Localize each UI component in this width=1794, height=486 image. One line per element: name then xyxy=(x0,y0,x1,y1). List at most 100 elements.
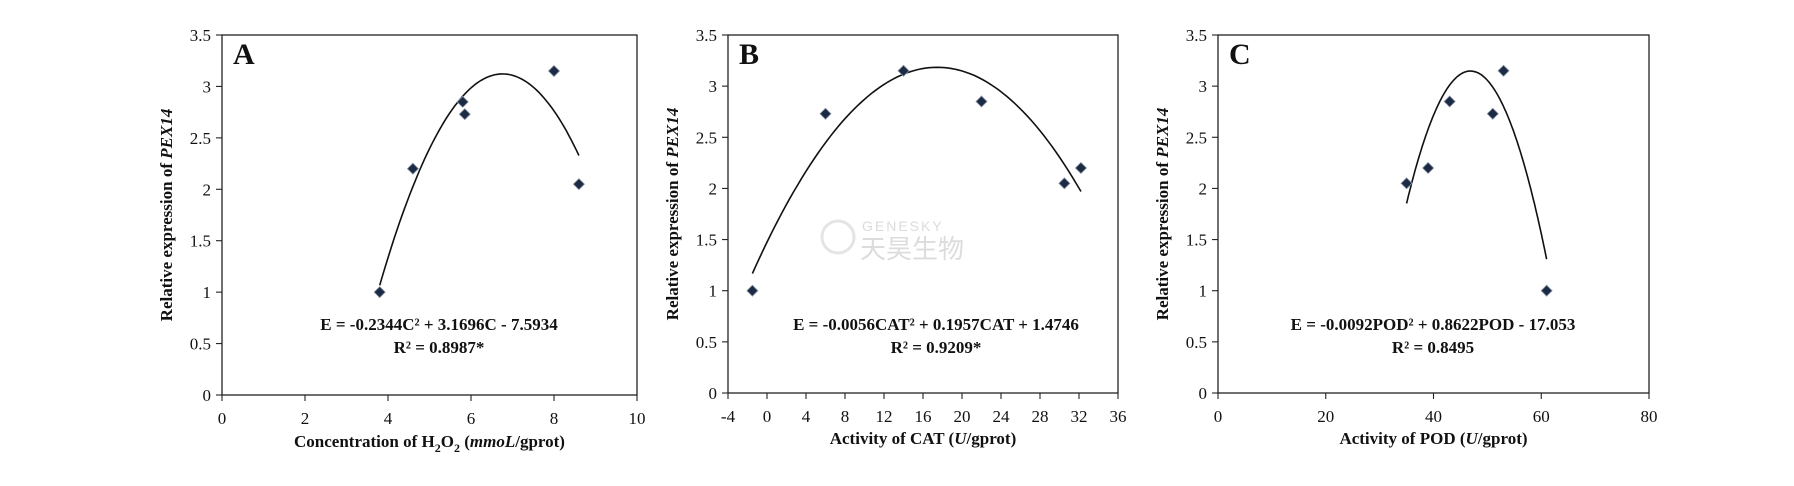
y-tick-label: 3.5 xyxy=(1186,26,1207,45)
x-tick-label: 40 xyxy=(1425,407,1442,426)
y-tick-label: 2.5 xyxy=(1186,128,1207,147)
y-tick-label: 0.5 xyxy=(696,333,717,352)
y-tick-label: 2 xyxy=(203,180,212,199)
x-axis-title-text: ( xyxy=(460,432,470,451)
data-point xyxy=(373,286,386,299)
y-tick-label: 0 xyxy=(203,386,212,405)
y-tick-label: 2.5 xyxy=(190,129,211,148)
x-tick-label: 20 xyxy=(1317,407,1334,426)
data-point xyxy=(1486,107,1499,120)
x-tick-label: 32 xyxy=(1071,407,1088,426)
x-tick-label: -4 xyxy=(721,407,736,426)
data-point xyxy=(458,108,471,121)
y-tick-label: 0 xyxy=(709,384,718,403)
y-axis-title-text: Relative expression of xyxy=(157,159,176,322)
data-point xyxy=(547,64,561,78)
data-point xyxy=(1540,284,1553,297)
data-point xyxy=(1400,177,1413,190)
data-point xyxy=(746,284,759,297)
x-axis-title-unit: U xyxy=(954,429,967,448)
x-tick-label: 2 xyxy=(301,409,310,428)
data-point xyxy=(1074,161,1088,175)
x-axis-title-text: O xyxy=(441,432,454,451)
y-tick-label: 3.5 xyxy=(190,26,211,45)
y-tick-label: 3 xyxy=(1199,77,1208,96)
data-point xyxy=(1422,161,1435,175)
x-tick-label: 0 xyxy=(763,407,772,426)
r-squared: R² = 0.9209* xyxy=(891,338,982,357)
y-tick-label: 2 xyxy=(1199,179,1208,198)
regression-equation: E = -0.2344C² + 3.1696C - 7.5934 xyxy=(320,315,558,334)
data-point xyxy=(975,95,988,108)
x-axis-title-text: /gprot) xyxy=(1477,429,1528,448)
data-point xyxy=(897,64,910,77)
panel-label: C xyxy=(1229,38,1251,71)
regression-equation: E = -0.0056CAT² + 0.1957CAT + 1.4746 xyxy=(793,315,1079,334)
y-tick-label: 1.5 xyxy=(190,232,211,251)
watermark-logo-icon xyxy=(820,219,856,255)
y-axis-title-gene: PEX14 xyxy=(663,108,682,159)
y-tick-label: 3 xyxy=(709,77,718,96)
x-tick-label: 10 xyxy=(629,409,646,428)
y-axis-title: Relative expression of PEX14 xyxy=(1153,108,1172,321)
plot-frame xyxy=(221,34,638,396)
y-axis-title-text: Relative expression of xyxy=(663,158,682,321)
r-squared: R² = 0.8987* xyxy=(394,338,485,357)
trendline xyxy=(378,73,580,286)
trendline xyxy=(1405,70,1548,260)
y-tick-label: 3 xyxy=(203,77,212,96)
r-squared: R² = 0.8495 xyxy=(1392,338,1474,357)
y-tick-label: 1.5 xyxy=(1186,231,1207,250)
y-axis-title: Relative expression of PEX14 xyxy=(663,108,682,321)
data-point xyxy=(819,107,832,120)
chart-panel-a: 0 0.5 1 1.5 2 2.5 3 3.5 0 2 4 6 8 10 Relative expressi… xyxy=(157,26,646,455)
panel-label: A xyxy=(233,38,255,71)
x-axis-title: Activity of POD (U/gprot) xyxy=(1339,429,1527,448)
x-tick-label: 0 xyxy=(218,409,227,428)
x-tick-label: 20 xyxy=(954,407,971,426)
data-point xyxy=(1443,95,1456,108)
data-point xyxy=(406,162,419,175)
x-tick-label: 60 xyxy=(1533,407,1550,426)
y-tick-label: 3.5 xyxy=(696,26,717,45)
y-tick-label: 1 xyxy=(709,282,718,301)
data-point xyxy=(456,95,469,108)
x-axis-title-text: Activity of POD ( xyxy=(1339,429,1465,448)
y-tick-label: 2 xyxy=(709,179,718,198)
y-tick-label: 2.5 xyxy=(696,128,717,147)
regression-equation: E = -0.0092POD² + 0.8622POD - 17.053 xyxy=(1291,315,1576,334)
x-axis-title: Activity of CAT (U/gprot) xyxy=(830,429,1017,448)
x-tick-label: 6 xyxy=(467,409,476,428)
x-tick-label: 0 xyxy=(1214,407,1223,426)
data-point xyxy=(572,178,585,191)
x-tick-label: 24 xyxy=(993,407,1011,426)
x-tick-label: 28 xyxy=(1032,407,1049,426)
x-axis-title: Concentration of H2O2 (mmoL/gprot) xyxy=(294,432,565,455)
x-tick-label: 36 xyxy=(1110,407,1127,426)
y-axis-title-gene: PEX14 xyxy=(1153,108,1172,159)
chart-panel-c: 0 0.5 1 1.5 2 2.5 3 3.5 0 20 40 60 80 Relative expres… xyxy=(1153,26,1658,448)
y-tick-label: 0.5 xyxy=(1186,333,1207,352)
y-tick-label: 1 xyxy=(203,283,212,302)
x-axis-title-subscript: 2 xyxy=(454,441,460,455)
x-axis-title-text: Activity of CAT ( xyxy=(830,429,955,448)
x-axis-title-text: Concentration of H xyxy=(294,432,435,451)
x-tick-label: 8 xyxy=(841,407,850,426)
trendline xyxy=(751,66,1082,274)
watermark-cn: 天昊生物 xyxy=(860,234,964,264)
watermark: GENESKY 天昊生物 xyxy=(820,218,964,264)
y-axis-title-text: Relative expression of xyxy=(1153,158,1172,321)
y-tick-label: 1 xyxy=(1199,282,1208,301)
chart-panel-b: 00.511.522.533.5-4 0 4 8 12 16 20 24 28 32 36Relat… xyxy=(663,26,1127,448)
y-tick-label: 1.5 xyxy=(696,231,717,250)
x-axis-title-text: /gprot) xyxy=(514,432,565,451)
watermark-en: GENESKY xyxy=(862,218,944,234)
x-tick-label: 80 xyxy=(1641,407,1658,426)
panel-label: B xyxy=(739,38,759,71)
y-axis-title: Relative expression of PEX14 xyxy=(157,109,176,322)
x-axis-title-text: /gprot) xyxy=(966,429,1017,448)
y-axis-title-gene: PEX14 xyxy=(157,109,176,160)
x-axis-title-subscript: 2 xyxy=(435,441,441,455)
